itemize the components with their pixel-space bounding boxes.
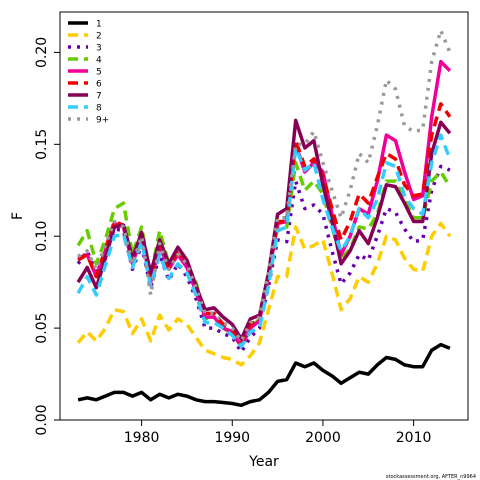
legend-label: 9+ — [96, 116, 109, 126]
series-line — [76, 118, 452, 341]
series-line — [77, 342, 451, 408]
x-axis-label: Year — [248, 454, 279, 470]
series-line — [77, 28, 452, 343]
x-tick-label: 1980 — [124, 430, 160, 446]
legend-label: 3 — [96, 44, 102, 54]
legend-label: 7 — [96, 92, 102, 102]
y-tick-label: 0.10 — [34, 221, 50, 252]
x-tick-label: 2010 — [396, 430, 432, 446]
x-tick-label: 1990 — [214, 430, 250, 446]
y-tick-label: 0.05 — [34, 313, 50, 344]
legend-label: 1 — [96, 20, 102, 30]
legend-label: 2 — [96, 32, 102, 42]
y-tick-label: 0.20 — [34, 37, 50, 68]
y-tick-label: 0.15 — [34, 129, 50, 160]
x-tick-label: 2000 — [305, 430, 341, 446]
legend-label: 6 — [96, 80, 102, 90]
legend-label: 8 — [96, 104, 102, 114]
plot-frame — [59, 11, 469, 421]
legend-label: 4 — [96, 56, 102, 66]
y-tick-label: 0.00 — [34, 404, 50, 435]
legend-label: 5 — [96, 68, 102, 78]
series-line — [76, 133, 452, 349]
y-axis-label: F — [10, 212, 26, 220]
series-line — [76, 221, 452, 367]
credit: stockassessment.org, AFTER_n9964 — [386, 474, 476, 480]
